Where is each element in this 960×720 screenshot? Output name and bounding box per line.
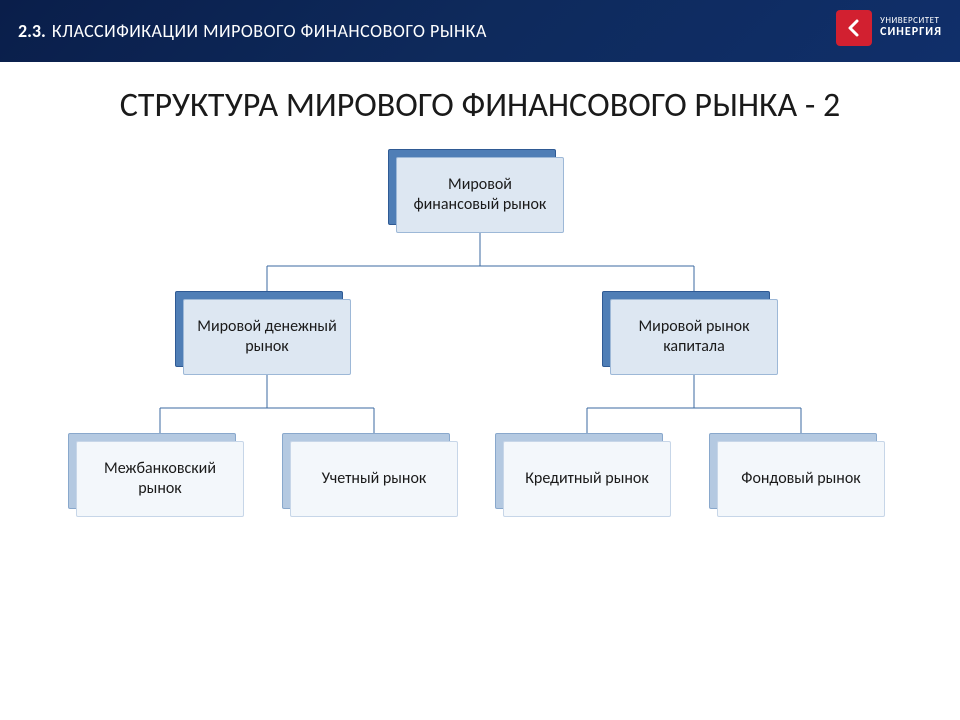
section-title: КЛАССИФИКАЦИИ МИРОВОГО ФИНАНСОВОГО РЫНКА xyxy=(52,20,487,42)
node-label: Мировой денежный рынок xyxy=(183,299,351,375)
node-label: Мировой рынок капитала xyxy=(610,299,778,375)
logo-badge xyxy=(836,10,872,46)
chevron-left-icon xyxy=(844,18,864,38)
logo-line2: СИНЕРГИЯ xyxy=(880,26,942,39)
node-label: Учетный рынок xyxy=(290,441,458,517)
section-number: 2.3. xyxy=(18,20,46,42)
tree-node: Мировой финансовый рынок xyxy=(396,157,564,233)
node-label: Межбанковский рынок xyxy=(76,441,244,517)
logo-text: УНИВЕРСИТЕТ СИНЕРГИЯ xyxy=(880,16,942,39)
node-label: Фондовый рынок xyxy=(717,441,885,517)
slide-title: СТРУКТУРА МИРОВОГО ФИНАНСОВОГО РЫНКА - 2 xyxy=(0,86,960,127)
node-label: Кредитный рынок xyxy=(503,441,671,517)
tree-node: Фондовый рынок xyxy=(717,441,885,517)
tree-node: Учетный рынок xyxy=(290,441,458,517)
tree-node: Межбанковский рынок xyxy=(76,441,244,517)
tree-node: Кредитный рынок xyxy=(503,441,671,517)
tree-node: Мировой денежный рынок xyxy=(183,299,351,375)
slide-header: 2.3. КЛАССИФИКАЦИИ МИРОВОГО ФИНАНСОВОГО … xyxy=(0,0,960,62)
university-logo: УНИВЕРСИТЕТ СИНЕРГИЯ xyxy=(836,10,942,46)
node-label: Мировой финансовый рынок xyxy=(396,157,564,233)
tree-node: Мировой рынок капитала xyxy=(610,299,778,375)
hierarchy-diagram: Мировой финансовый рынок Мировой денежный… xyxy=(0,127,960,647)
